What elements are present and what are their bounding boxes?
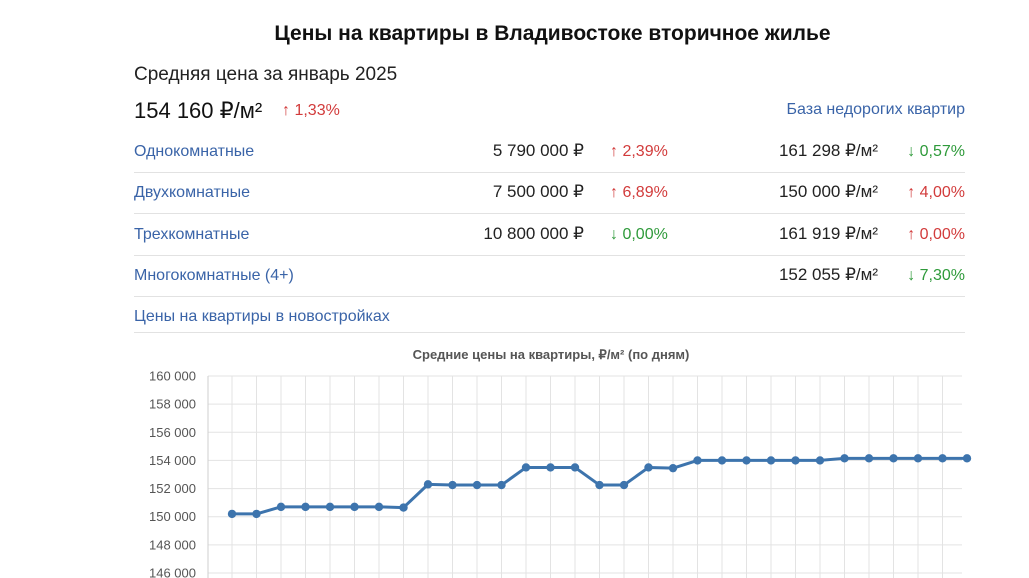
cheap-apartments-link[interactable]: База недорогих квартир: [786, 101, 965, 118]
page-title: Цены на квартиры в Владивостоке вторично…: [274, 22, 831, 45]
table-row: Однокомнатные 5 790 000 ₽ ↑ 2,39% 161 298 ₽…: [134, 131, 965, 173]
price-per-m2: 161 298 ₽/м²: [778, 141, 878, 160]
price-per-m2: 161 919 ₽/м²: [778, 224, 878, 243]
price-value: 10 800 000 ₽: [483, 224, 584, 243]
data-point[interactable]: [472, 480, 482, 490]
average-price-change: ↑ 1,33%: [282, 102, 340, 119]
data-point[interactable]: [350, 502, 359, 512]
room-type-link[interactable]: Трехкомнатные: [134, 226, 250, 243]
y-tick-label: 156 000: [149, 425, 196, 440]
data-point[interactable]: [644, 463, 653, 472]
price-chart: Средние цены на квартиры, ₽/м² (по дням)…: [149, 347, 972, 578]
m2-change: ↑ 4,00%: [907, 184, 965, 201]
data-point[interactable]: [619, 480, 629, 490]
y-tick-label: 148 000: [149, 537, 196, 552]
data-point[interactable]: [374, 502, 384, 512]
table-row: Трехкомнатные 10 800 000 ₽ ↓ 0,00% 161 919 …: [134, 214, 965, 256]
average-price: 154 160 ₽/м²: [134, 98, 263, 123]
data-point[interactable]: [546, 463, 555, 472]
m2-change: ↓ 7,30%: [907, 267, 965, 284]
period-subtitle: Средняя цена за январь 2025: [134, 64, 398, 85]
room-type-link[interactable]: Однокомнатные: [134, 143, 255, 160]
y-tick-label: 146 000: [149, 566, 196, 578]
price-change: ↑ 2,39%: [610, 143, 668, 160]
new-buildings-link[interactable]: Цены на квартиры в новостройках: [134, 308, 390, 325]
data-point[interactable]: [864, 454, 874, 463]
price-per-m2: 150 000 ₽/м²: [778, 182, 878, 201]
data-point[interactable]: [668, 463, 678, 473]
data-point[interactable]: [791, 456, 800, 465]
data-point[interactable]: [913, 454, 923, 463]
table-row: Многокомнатные (4+) 152 055 ₽/м² ↓ 7,30%: [134, 255, 965, 297]
y-tick-label: 152 000: [149, 481, 196, 496]
price-per-m2: 152 055 ₽/м²: [778, 265, 878, 284]
data-point[interactable]: [889, 454, 898, 463]
data-point[interactable]: [570, 463, 580, 472]
data-point[interactable]: [227, 509, 237, 519]
price-value: 7 500 000 ₽: [492, 182, 584, 201]
data-point[interactable]: [252, 509, 261, 519]
data-point[interactable]: [938, 454, 947, 463]
data-point[interactable]: [840, 454, 849, 463]
data-point[interactable]: [742, 456, 751, 465]
data-point[interactable]: [497, 480, 506, 490]
data-point[interactable]: [717, 456, 727, 465]
price-change: ↓ 0,00%: [610, 226, 668, 243]
data-point[interactable]: [276, 502, 286, 512]
data-point[interactable]: [325, 502, 335, 512]
data-point[interactable]: [301, 502, 310, 512]
room-type-link[interactable]: Двухкомнатные: [134, 184, 251, 201]
data-point[interactable]: [399, 503, 408, 512]
price-change: ↑ 6,89%: [610, 184, 668, 201]
divider: [134, 332, 965, 333]
data-point[interactable]: [815, 456, 825, 465]
y-tick-label: 160 000: [149, 369, 196, 384]
table-row: Двухкомнатные 7 500 000 ₽ ↑ 6,89% 150 000 ₽…: [134, 172, 965, 214]
y-tick-label: 154 000: [149, 453, 196, 468]
y-tick-label: 158 000: [149, 397, 196, 412]
data-point[interactable]: [521, 463, 531, 472]
data-point[interactable]: [423, 480, 433, 489]
data-point[interactable]: [595, 480, 604, 490]
data-point[interactable]: [693, 456, 702, 465]
data-point[interactable]: [962, 454, 972, 463]
y-tick-label: 150 000: [149, 509, 196, 524]
price-value: 5 790 000 ₽: [492, 141, 584, 160]
data-point[interactable]: [766, 456, 776, 465]
room-type-link[interactable]: Многокомнатные (4+): [134, 267, 294, 284]
data-point[interactable]: [448, 480, 457, 490]
chart-title: Средние цены на квартиры, ₽/м² (по дням): [413, 347, 690, 362]
m2-change: ↓ 0,57%: [907, 143, 965, 160]
m2-change: ↑ 0,00%: [907, 226, 965, 243]
